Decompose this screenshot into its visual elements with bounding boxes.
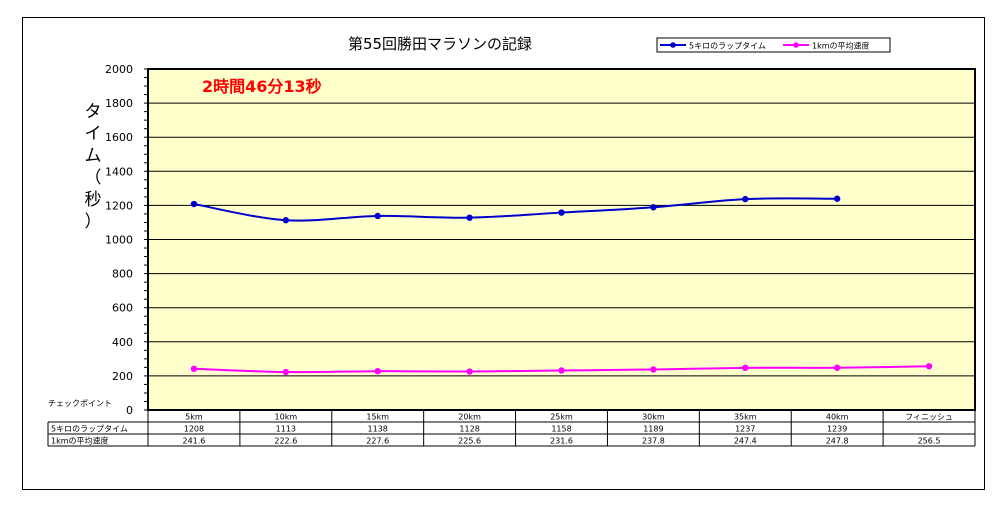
series-2-point — [466, 368, 473, 375]
y-tick-label: 800 — [112, 268, 133, 281]
table-cell: 1239 — [827, 425, 847, 434]
y-tick-label: 1400 — [105, 165, 133, 178]
table-cell: 225.6 — [458, 437, 481, 446]
table-cell: 227.6 — [366, 437, 389, 446]
y-tick-label: 1800 — [105, 97, 133, 110]
x-tick-label: 30km — [642, 413, 665, 422]
x-tick-label: フィニッシュ — [905, 413, 953, 422]
series-1-point — [650, 204, 657, 211]
y-tick-label: 1200 — [105, 199, 133, 212]
series-1-point — [466, 214, 473, 221]
series-line-1 — [193, 197, 838, 222]
x-tick-label: 40km — [826, 413, 849, 422]
chart-title: 第55回勝田マラソンの記録 — [348, 35, 532, 53]
legend-label: 1kmの平均速度 — [812, 41, 870, 51]
series-1-point — [374, 212, 381, 220]
series-1-point — [742, 195, 749, 203]
series-2-point — [742, 364, 749, 372]
x-tick-label: 5km — [185, 413, 203, 422]
x-tick-label: 15km — [366, 413, 389, 422]
legend-swatch-marker — [670, 42, 676, 48]
table-row-label: 5キロのラップタイム — [51, 425, 128, 434]
table-row-label: 1kmの平均速度 — [51, 436, 109, 446]
series-2-point — [374, 367, 381, 375]
y-axis-label: タイム（秒） — [85, 102, 102, 232]
series-1-point — [282, 217, 290, 224]
y-tick-label: 0 — [126, 404, 133, 417]
table-header-label: チェックポイント — [48, 399, 112, 408]
y-tick-label: 200 — [112, 370, 133, 383]
series-2-point — [925, 363, 933, 370]
table-cell: 247.8 — [826, 437, 849, 446]
y-tick-label: 2000 — [105, 63, 133, 76]
table-cell: 256.5 — [918, 437, 941, 446]
table-cell: 1158 — [551, 425, 571, 434]
x-tick-label: 25km — [550, 413, 573, 422]
chart-frame — [22, 17, 985, 490]
x-tick-label: 10km — [275, 413, 298, 422]
series-2-point — [282, 368, 290, 376]
y-tick-label: 600 — [112, 302, 133, 315]
table-cell: 1138 — [368, 425, 388, 434]
legend-swatch-marker — [793, 42, 799, 48]
series-2-point — [833, 364, 841, 371]
x-tick-label: 20km — [458, 413, 481, 422]
series-1-point — [558, 209, 565, 216]
series-1-point — [190, 200, 198, 208]
table-cell: 1208 — [184, 425, 204, 434]
table-cell: 1128 — [459, 425, 479, 434]
y-tick-label: 400 — [112, 336, 133, 349]
table-cell: 222.6 — [274, 437, 297, 446]
table-cell: 1237 — [735, 425, 755, 434]
x-tick-label: 35km — [734, 413, 757, 422]
series-2-point — [558, 367, 565, 374]
table-cell: 247.4 — [734, 437, 757, 446]
table-cell: 231.6 — [550, 437, 573, 446]
series-1-point — [833, 195, 841, 202]
y-tick-label: 1600 — [105, 131, 133, 144]
series-2-point — [190, 365, 198, 373]
legend-label: 5キロのラップタイム — [689, 42, 766, 51]
y-tick-label: 1000 — [105, 234, 133, 247]
series-2-point — [650, 366, 657, 373]
plot-border — [147, 68, 976, 411]
finish-time-annotation: 2時間46分13秒 — [202, 77, 322, 96]
table-cell: 237.8 — [642, 437, 665, 446]
table-cell: 1189 — [643, 425, 663, 434]
table-cell: 1113 — [276, 425, 296, 434]
table-cell: 241.6 — [182, 437, 205, 446]
legend-box — [656, 37, 891, 53]
